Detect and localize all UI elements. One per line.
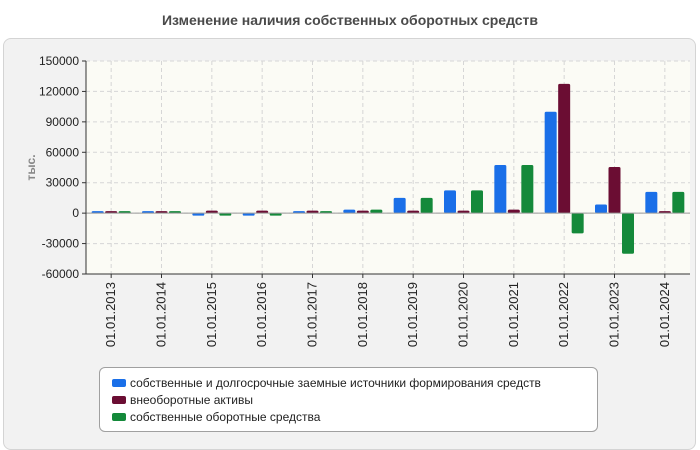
x-tick-label: 01.01.2022 [556, 282, 571, 347]
x-tick-label: 01.01.2024 [657, 282, 672, 347]
bar-series-3 [370, 209, 383, 214]
legend-item-noncurrent-assets: внеоборотные активы [112, 391, 597, 408]
y-axis-label: тыс. [24, 154, 38, 180]
y-tick-label: 30000 [46, 176, 80, 190]
bar-series-3 [269, 213, 282, 216]
legend: собственные и долгосрочные заемные источ… [99, 367, 598, 432]
bar-series-1 [544, 111, 557, 214]
bar-series-3 [521, 164, 534, 214]
bar-series-2 [457, 210, 470, 214]
bar-series-1 [494, 164, 507, 214]
bar-series-2 [558, 83, 571, 214]
bar-series-1 [444, 190, 456, 214]
legend-label-noncurrent-assets: внеоборотные активы [130, 392, 253, 407]
bar-series-1 [393, 197, 406, 214]
bar-series-3 [420, 197, 433, 214]
bar-series-1 [242, 213, 255, 216]
bar-series-2 [507, 209, 520, 214]
x-tick-label: 01.01.2020 [456, 282, 471, 347]
bar-series-3 [219, 213, 232, 216]
x-tick-label: 01.01.2015 [204, 282, 219, 347]
plot-area [86, 61, 690, 274]
x-tick-label: 01.01.2018 [355, 282, 370, 347]
bar-series-1 [595, 204, 607, 214]
bar-series-2 [306, 210, 319, 214]
legend-swatch-noncurrent-assets [112, 395, 126, 404]
y-tick-label: -60000 [42, 267, 80, 281]
y-tick-label: 120000 [39, 84, 79, 98]
legend-label-own-working-capital: собственные оборотные средства [130, 409, 321, 424]
bar-series-3 [471, 190, 483, 214]
x-tick-label: 01.01.2021 [506, 282, 521, 347]
bar-series-1 [645, 191, 658, 214]
x-tick-label: 01.01.2013 [103, 282, 118, 347]
legend-item-own-working-capital: собственные оборотные средства [112, 408, 597, 425]
y-tick-label: 60000 [46, 145, 80, 159]
bar-series-1 [343, 209, 356, 214]
bar-series-2 [205, 210, 218, 214]
bar-series-2 [356, 210, 369, 214]
bar-series-3 [571, 213, 584, 234]
x-tick-label: 01.01.2023 [607, 282, 622, 347]
bar-series-2 [608, 166, 621, 214]
legend-swatch-sources [112, 378, 126, 387]
x-tick-label: 01.01.2016 [254, 282, 269, 347]
y-tick-label: 90000 [46, 115, 80, 129]
bar-series-3 [622, 213, 634, 254]
x-tick-label: 01.01.2017 [305, 282, 320, 347]
x-tick-label: 01.01.2019 [405, 282, 420, 347]
legend-label-sources: собственные и долгосрочные заемные источ… [130, 375, 541, 390]
bar-series-2 [407, 210, 420, 214]
legend-swatch-own-working-capital [112, 412, 126, 421]
y-tick-label: 0 [72, 206, 79, 220]
bar-series-1 [192, 213, 205, 216]
y-tick-label: -30000 [42, 237, 80, 251]
chart-title: Изменение наличия собственных оборотных … [161, 12, 539, 28]
x-tick-label: 01.01.2014 [154, 282, 169, 347]
bar-series-2 [256, 210, 269, 214]
y-tick-label: 150000 [39, 54, 79, 68]
bar-series-3 [672, 191, 685, 214]
legend-item-sources: собственные и долгосрочные заемные источ… [112, 374, 597, 391]
